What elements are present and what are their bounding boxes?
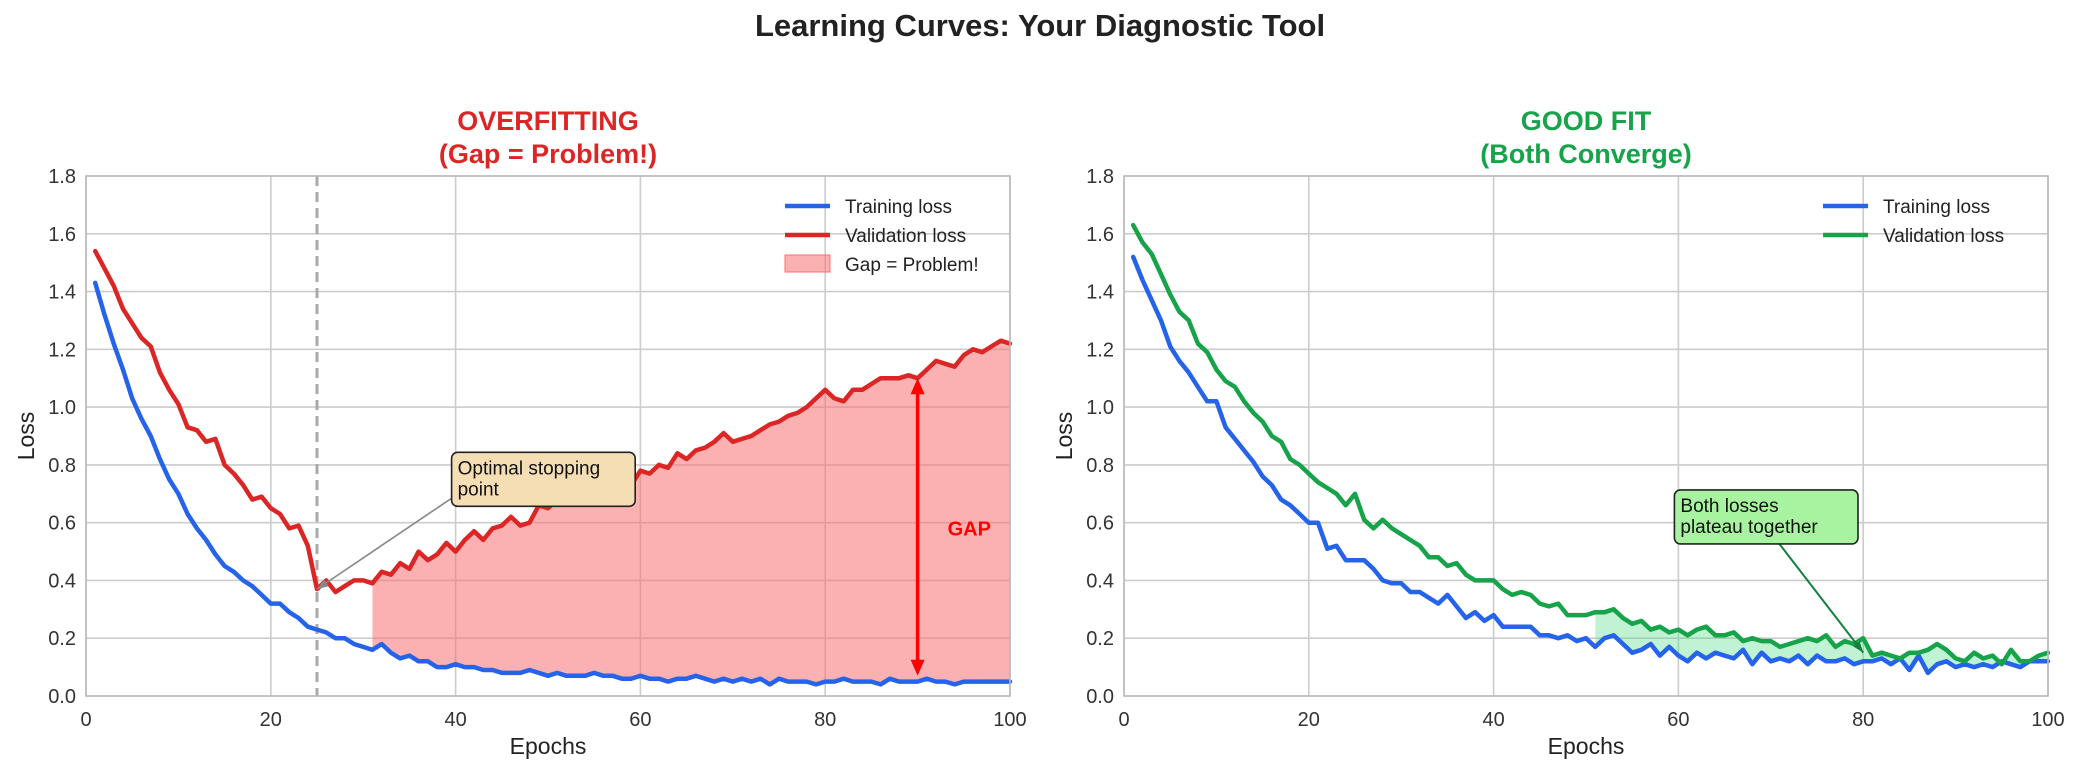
x-tick-label: 20 <box>260 709 282 731</box>
legend-swatch <box>784 254 831 273</box>
y-tick-label: 0.0 <box>1086 686 1114 708</box>
y-tick-label: 0.4 <box>48 570 76 592</box>
y-tick-label: 1.4 <box>1086 282 1114 304</box>
x-tick-label: 0 <box>80 709 91 731</box>
training-loss-line <box>92 280 1013 687</box>
annotation-arrow <box>316 494 457 590</box>
y-axis-label: Loss <box>13 412 39 461</box>
overfitting-chart: 0 20 40 60 80 100 0.0 0.2 0.4 0.6 0.8 1.0 1.2 1.4 1.6 1… <box>13 106 1027 759</box>
legend: Training loss Validation loss Gap = Proble… <box>784 197 979 276</box>
x-axis-label: Epochs <box>1548 733 1625 759</box>
y-tick-label: 0.4 <box>1086 570 1114 592</box>
y-tick-label: 0.2 <box>48 628 76 650</box>
x-tick-label: 80 <box>1852 709 1874 731</box>
y-tick-label: 1.2 <box>48 339 76 361</box>
training-loss-line <box>1130 254 2051 676</box>
grid <box>1123 175 2049 697</box>
gap-arrow-head <box>910 659 925 676</box>
chart-title: (Both Converge) <box>1480 139 1692 169</box>
annotation-text: Optimal stopping <box>458 458 601 479</box>
annotation-text: point <box>458 479 500 500</box>
y-tick-label: 1.8 <box>48 166 76 188</box>
annotation-arrow <box>1778 543 1864 654</box>
y-tick-label: 0.2 <box>1086 628 1114 650</box>
y-axis-label: Loss <box>1051 412 1077 461</box>
legend: Training loss Validation loss <box>1823 197 2004 247</box>
chart-title: OVERFITTING <box>457 106 639 136</box>
x-tick-label: 60 <box>629 709 651 731</box>
x-tick-label: 40 <box>444 709 466 731</box>
legend-label: Gap = Problem! <box>845 255 979 276</box>
annotation-arrow-head <box>1853 641 1864 653</box>
legend-label: Validation loss <box>845 226 966 247</box>
y-tick-label: 1.8 <box>1086 166 1114 188</box>
legend-label: Training loss <box>845 197 952 218</box>
x-tick-label: 40 <box>1482 709 1504 731</box>
x-tick-label: 60 <box>1667 709 1689 731</box>
annotation-text: Both losses <box>1680 496 1778 517</box>
x-axis-label: Epochs <box>510 733 587 759</box>
legend-label: Training loss <box>1883 197 1990 218</box>
x-tick-label: 100 <box>993 709 1026 731</box>
x-tick-label: 20 <box>1298 709 1320 731</box>
y-tick-label: 1.0 <box>1086 397 1114 419</box>
y-tick-label: 1.2 <box>1086 339 1114 361</box>
gap-label: GAP <box>948 518 991 540</box>
good-fit-chart: 0 20 40 60 80 100 0.0 0.2 0.4 0.6 0.8 1.0 1.2 1.4 1.6 1… <box>1051 106 2065 759</box>
x-tick-label: 80 <box>814 709 836 731</box>
gap-arrow-head <box>910 378 925 395</box>
chart-title: GOOD FIT <box>1521 106 1652 136</box>
annotation-text: plateau together <box>1680 517 1818 538</box>
figure-title: Learning Curves: Your Diagnostic Tool <box>754 8 1326 43</box>
y-tick-label: 0.0 <box>48 686 76 708</box>
y-tick-label: 0.6 <box>1086 513 1114 535</box>
y-tick-label: 1.0 <box>48 397 76 419</box>
chart-title: (Gap = Problem!) <box>439 139 657 169</box>
y-tick-label: 0.8 <box>1086 455 1114 477</box>
x-tick-label: 0 <box>1118 709 1129 731</box>
y-tick-label: 1.6 <box>1086 224 1114 246</box>
axes-frame <box>1123 175 2049 697</box>
x-tick-label: 100 <box>2031 709 2064 731</box>
annotation-arrow-head <box>317 579 329 590</box>
y-tick-label: 1.6 <box>48 224 76 246</box>
y-tick-label: 0.6 <box>48 513 76 535</box>
y-tick-label: 0.8 <box>48 455 76 477</box>
annotation-box <box>450 451 637 508</box>
gap-fill-area <box>372 340 1010 685</box>
y-tick-label: 1.4 <box>48 282 76 304</box>
validation-loss-line <box>1130 222 2051 667</box>
annotation-box <box>1673 489 1859 545</box>
axes-frame <box>85 175 1011 697</box>
legend-label: Validation loss <box>1883 226 2004 247</box>
